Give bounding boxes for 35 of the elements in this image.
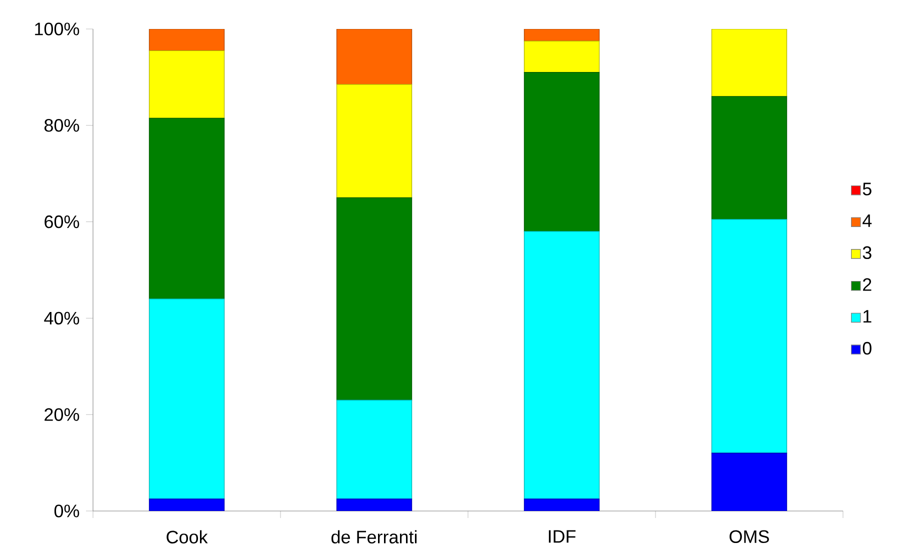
y-tick-label: 20% <box>44 408 80 421</box>
bar <box>711 28 788 97</box>
bar <box>336 400 412 500</box>
bar <box>148 50 225 118</box>
legend-label: 2 <box>863 278 872 291</box>
x-tick-label: Cook <box>166 530 208 544</box>
x-tick-label: IDF <box>548 530 576 543</box>
bar <box>149 498 224 511</box>
bar <box>148 298 225 500</box>
y-tick-label: 40% <box>44 312 80 325</box>
bar <box>148 118 225 300</box>
legend-label: 4 <box>862 214 872 227</box>
bar <box>336 498 412 511</box>
bar <box>336 84 412 198</box>
legend-label: 0 <box>862 342 872 355</box>
bar <box>524 40 600 73</box>
y-tick-label: 60% <box>44 215 80 228</box>
bar <box>336 197 412 400</box>
x-tick-label: OMS <box>730 530 769 543</box>
bar <box>524 498 600 511</box>
bar <box>524 28 600 42</box>
bar <box>711 219 788 454</box>
legend-label: 3 <box>862 246 872 260</box>
bar <box>336 28 412 85</box>
y-tick-label: 0% <box>54 504 80 518</box>
legend-label: 1 <box>864 310 872 323</box>
bar <box>524 231 600 500</box>
bar <box>524 72 600 232</box>
legend-label: 5 <box>862 182 872 196</box>
x-tick-label: de Ferranti <box>331 530 417 544</box>
bar <box>711 452 788 511</box>
y-tick-label: 80% <box>44 119 80 132</box>
bar <box>711 96 788 220</box>
y-tick-label: 100% <box>35 22 80 36</box>
bar <box>148 28 225 52</box>
